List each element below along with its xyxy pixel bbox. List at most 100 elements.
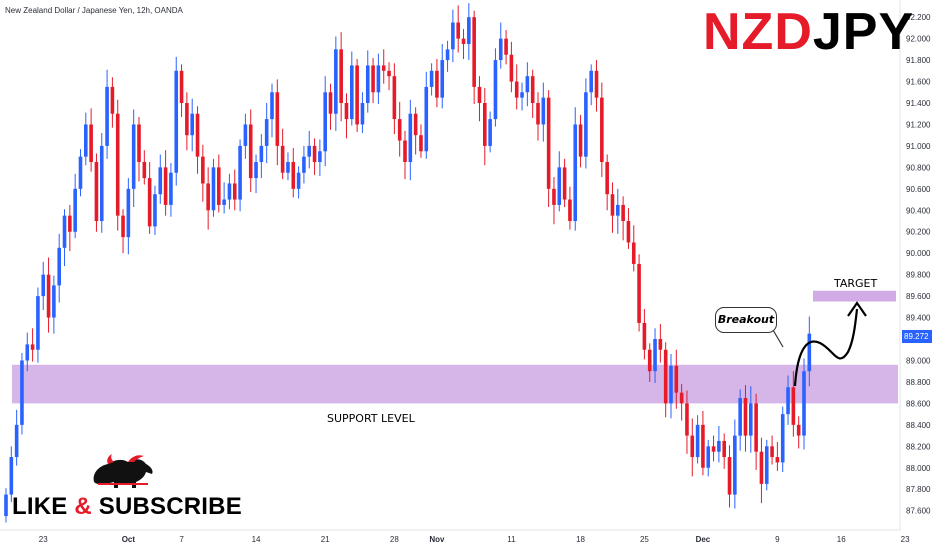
candle-body xyxy=(57,247,61,286)
candle-body xyxy=(270,92,274,120)
candle-body xyxy=(339,49,343,103)
candle-body xyxy=(472,17,476,87)
candle-body xyxy=(802,371,806,436)
candle-body xyxy=(243,124,248,146)
candle-body xyxy=(158,167,163,195)
candle-body xyxy=(350,65,354,120)
candle-body xyxy=(264,119,269,146)
candle-body xyxy=(749,403,753,436)
candle-body xyxy=(413,113,418,136)
candle-body xyxy=(791,387,796,425)
candle-body xyxy=(179,70,184,103)
bull-bear-logo-icon xyxy=(93,454,153,488)
candle-body xyxy=(286,162,290,173)
price-tick-label: 90.800 xyxy=(906,163,931,172)
candle-body xyxy=(371,65,375,93)
candle-body xyxy=(775,457,780,463)
candle-body xyxy=(445,49,450,61)
candle-body xyxy=(68,215,72,232)
candle-body xyxy=(9,457,14,495)
price-tick-label: 90.000 xyxy=(906,249,931,258)
candle-body xyxy=(296,172,301,189)
candle-body xyxy=(695,424,700,458)
candle-body xyxy=(626,221,631,243)
time-tick-label: 23 xyxy=(901,535,910,544)
symbol-title: NZDJPY xyxy=(703,2,914,62)
candle-body xyxy=(46,274,51,318)
candle-body xyxy=(461,38,466,44)
candle-body xyxy=(217,167,221,205)
target-label: TARGET xyxy=(834,277,878,290)
time-tick-label: 11 xyxy=(507,535,516,544)
candle-body xyxy=(131,124,136,189)
time-tick-label: 9 xyxy=(775,535,780,544)
price-tick-label: 90.600 xyxy=(906,185,931,194)
candle-body xyxy=(738,398,742,436)
candle-body xyxy=(302,156,306,173)
candle-body xyxy=(663,349,668,404)
candle-body xyxy=(488,119,492,146)
candle-body xyxy=(600,97,604,163)
candle-body xyxy=(770,446,774,458)
candle-body xyxy=(722,440,726,458)
candle-body xyxy=(408,113,413,163)
price-tick-label: 88.800 xyxy=(906,378,931,387)
candle-body xyxy=(653,339,657,372)
like-subscribe-banner[interactable]: LIKE & SUBSCRIBE xyxy=(12,493,242,521)
time-tick-label: Nov xyxy=(429,535,445,544)
candle-body xyxy=(807,333,812,372)
price-tick-label: 91.600 xyxy=(906,78,931,87)
candle-body xyxy=(733,435,737,495)
candle-body xyxy=(525,76,530,93)
candle-body xyxy=(440,60,445,98)
candle-body xyxy=(419,135,423,152)
chart-title: New Zealand Dollar / Japanese Yen, 12h, … xyxy=(5,6,183,15)
candle-body xyxy=(498,38,503,61)
candle-body xyxy=(291,162,296,189)
candle-body xyxy=(568,199,572,222)
candle-body xyxy=(552,188,556,205)
time-tick-label: 18 xyxy=(576,535,585,544)
candles xyxy=(4,3,812,523)
candle-body xyxy=(30,344,35,350)
candle-body xyxy=(743,398,748,436)
target-zone xyxy=(813,290,896,302)
candle-body xyxy=(259,145,264,163)
candle-body xyxy=(4,494,8,517)
candle-body xyxy=(14,424,19,458)
subscribe-text: SUBSCRIBE xyxy=(91,493,242,520)
candle-body xyxy=(546,97,551,189)
candle-body xyxy=(605,162,609,195)
candle-body xyxy=(467,17,471,44)
candle-body xyxy=(323,92,327,152)
candle-body xyxy=(387,70,391,77)
candle-body xyxy=(121,215,125,238)
candle-body xyxy=(328,92,333,114)
candle-body xyxy=(397,119,402,141)
time-tick-label: 21 xyxy=(321,535,330,544)
candle-body xyxy=(232,183,237,200)
price-tick-label: 92.000 xyxy=(906,35,931,44)
candle-body xyxy=(584,92,588,157)
time-tick-label: 7 xyxy=(179,535,184,544)
candle-body xyxy=(153,194,157,227)
price-tick-label: 88.400 xyxy=(906,421,931,430)
candle-body xyxy=(780,414,785,463)
time-tick-label: 25 xyxy=(640,535,649,544)
candle-body xyxy=(504,38,508,55)
projection-arrow xyxy=(793,308,859,387)
candle-body xyxy=(163,167,168,205)
candle-body xyxy=(280,145,285,173)
price-tick-label: 89.800 xyxy=(906,271,931,280)
candle-body xyxy=(115,113,120,216)
candle-body xyxy=(578,124,583,157)
support-level-label: SUPPORT LEVEL xyxy=(327,412,415,425)
time-axis: 23 Oct 7 14 21 28 Nov 11 18 25 Dec 9 16 23 xyxy=(39,535,910,544)
price-tick-label: 91.400 xyxy=(906,99,931,108)
price-tick-label: 89.400 xyxy=(906,314,931,323)
candle-body xyxy=(392,76,397,120)
candle-body xyxy=(647,349,652,372)
candle-body xyxy=(493,60,498,120)
candle-body xyxy=(20,360,24,425)
